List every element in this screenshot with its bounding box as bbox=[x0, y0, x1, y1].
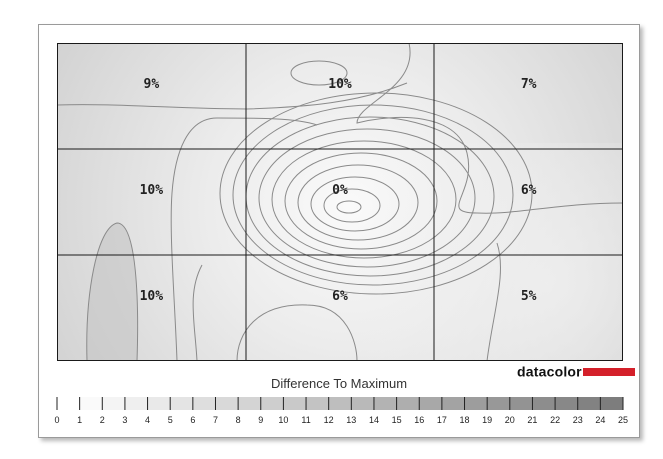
colorbar-tick-label: 21 bbox=[527, 415, 537, 425]
colorbar-cell bbox=[396, 397, 420, 410]
cell-label: 10% bbox=[140, 183, 164, 198]
contour-ring bbox=[232, 104, 514, 286]
colorbar-cell bbox=[555, 397, 579, 410]
colorbar-tick-label: 25 bbox=[618, 415, 628, 425]
colorbar-tick-label: 8 bbox=[236, 415, 241, 425]
contour-ring bbox=[297, 164, 419, 241]
contour-bottom-mid bbox=[236, 304, 358, 361]
colorbar-cell bbox=[577, 397, 601, 410]
cell-label: 10% bbox=[328, 77, 352, 92]
colorbar-tick-label: 6 bbox=[190, 415, 195, 425]
colorbar-cell bbox=[147, 397, 171, 410]
contour-ring bbox=[323, 188, 381, 223]
colorbar-tick-label: 5 bbox=[168, 415, 173, 425]
colorbar-title: Difference To Maximum bbox=[270, 376, 408, 391]
cell-label: 10% bbox=[140, 289, 164, 304]
colorbar-tick-label: 1 bbox=[77, 415, 82, 425]
colorbar-tick-label: 23 bbox=[573, 415, 583, 425]
contour-bottom-right bbox=[486, 242, 501, 361]
colorbar-cell bbox=[192, 397, 216, 410]
colorbar-tick-label: 20 bbox=[505, 415, 515, 425]
colorbar-cell bbox=[238, 397, 262, 410]
contour-top-left bbox=[57, 82, 408, 110]
colorbar-cell bbox=[600, 397, 624, 410]
colorbar-tick-label: 7 bbox=[213, 415, 218, 425]
colorbar-cell bbox=[351, 397, 375, 410]
cell-label: 6% bbox=[521, 183, 537, 198]
contour-ring bbox=[336, 200, 362, 214]
cell-label: 7% bbox=[521, 77, 537, 92]
colorbar-cell bbox=[57, 397, 81, 410]
contour-ring bbox=[258, 128, 476, 268]
colorbar-cell bbox=[464, 397, 488, 410]
colorbar-tick-label: 2 bbox=[100, 415, 105, 425]
colorbar-tick-label: 19 bbox=[482, 415, 492, 425]
contour-lines bbox=[219, 92, 533, 295]
colorbar-cell bbox=[124, 397, 149, 410]
colorbar-tick-label: 14 bbox=[369, 415, 379, 425]
datacolor-logo: datacolor bbox=[517, 361, 635, 383]
contour-ring bbox=[271, 140, 457, 259]
contour-left-lobe bbox=[86, 222, 139, 361]
colorbar-cell bbox=[215, 397, 239, 410]
colorbar-cells bbox=[57, 397, 624, 410]
colorbar-tick-label: 10 bbox=[278, 415, 288, 425]
colorbar-ticks: 0 1 2 3 4 5 6 7 8 9 10 11 12 13 14 15 16 17 18 19 20 21 22 23 24… bbox=[54, 397, 628, 425]
colorbar-cell bbox=[441, 397, 466, 410]
colorbar-cell bbox=[509, 397, 533, 410]
colorbar-cell bbox=[487, 397, 511, 410]
contour-ring bbox=[284, 152, 438, 250]
colorbar-cell bbox=[373, 397, 398, 410]
colorbar-cell bbox=[283, 397, 307, 410]
chart-frame: 9% 10% 7% 10% 0% 6% 10% 6% 5% datacolor Differen… bbox=[38, 24, 640, 438]
colorbar-tick-label: 11 bbox=[301, 415, 310, 425]
colorbar-cell bbox=[532, 397, 556, 410]
contour-left-mid bbox=[192, 264, 203, 361]
cell-label: 5% bbox=[521, 289, 537, 304]
colorbar-cell bbox=[306, 397, 330, 410]
colorbar-cell bbox=[102, 397, 126, 410]
colorbar-tick-label: 24 bbox=[595, 415, 605, 425]
colorbar-tick-label: 4 bbox=[145, 415, 150, 425]
contour-ring bbox=[310, 176, 400, 232]
contour-extra bbox=[57, 43, 623, 361]
colorbar-tick-label: 15 bbox=[392, 415, 402, 425]
uniformity-plot: 9% 10% 7% 10% 0% 6% 10% 6% 5% bbox=[57, 43, 623, 361]
colorbar: 0 1 2 3 4 5 6 7 8 9 10 11 12 13 14 15 16 17 18 19 20 21 22 23 24… bbox=[54, 397, 628, 425]
cell-label: 9% bbox=[144, 77, 160, 92]
colorbar-cell bbox=[170, 397, 194, 410]
logo-text: datacolor bbox=[517, 363, 582, 380]
colorbar-tick-label: 13 bbox=[346, 415, 356, 425]
cell-labels: 9% 10% 7% 10% 0% 6% 10% 6% 5% bbox=[140, 77, 537, 304]
logo-red-bar bbox=[582, 367, 635, 376]
contour-top-right bbox=[356, 43, 623, 214]
colorbar-tick-label: 12 bbox=[324, 415, 334, 425]
colorbar-tick-label: 9 bbox=[258, 415, 263, 425]
cell-label: 0% bbox=[332, 183, 348, 198]
colorbar-tick-label: 18 bbox=[460, 415, 470, 425]
colorbar-tick-label: 22 bbox=[550, 415, 560, 425]
cell-label: 6% bbox=[332, 289, 348, 304]
colorbar-tick-label: 16 bbox=[414, 415, 424, 425]
colorbar-tick-label: 0 bbox=[54, 415, 59, 425]
plot-background-right bbox=[357, 143, 623, 361]
colorbar-tick-label: 3 bbox=[122, 415, 127, 425]
colorbar-cell bbox=[79, 397, 103, 410]
colorbar-cell bbox=[260, 397, 284, 410]
colorbar-cell bbox=[419, 397, 443, 410]
colorbar-cell bbox=[328, 397, 352, 410]
grid-lines bbox=[57, 43, 623, 361]
top-contour-loop bbox=[290, 60, 348, 86]
colorbar-tick-label: 17 bbox=[437, 415, 447, 425]
dark-lobe bbox=[86, 223, 138, 361]
